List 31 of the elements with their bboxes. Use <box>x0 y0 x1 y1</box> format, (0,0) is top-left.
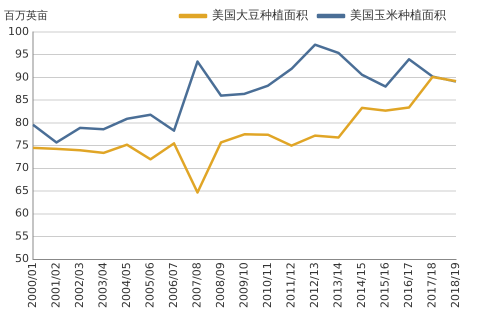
x-tick-label: 2009/10 <box>237 262 250 308</box>
x-tick-label: 2005/06 <box>143 262 156 308</box>
x-tick-label: 2014/15 <box>354 262 368 308</box>
x-tick-label: 2011/12 <box>284 262 298 308</box>
x-tick-label: 2008/09 <box>214 262 227 308</box>
x-tick-label: 2006/07 <box>166 262 180 308</box>
x-tick-label: 2010/11 <box>260 262 274 308</box>
legend-label: 美国玉米种植面积 <box>350 8 446 22</box>
y-tick-label: 60 <box>14 206 29 220</box>
x-tick-label: 2013/14 <box>331 262 344 308</box>
x-tick-label: 2001/02 <box>49 262 62 308</box>
x-tick-label: 2017/18 <box>425 262 438 308</box>
x-tick-label: 2015/16 <box>378 262 392 308</box>
y-tick-label: 65 <box>14 184 29 197</box>
x-tick-label: 2003/04 <box>96 262 110 308</box>
y-tick-label: 70 <box>14 161 29 174</box>
x-tick-label: 2018/19 <box>448 262 462 308</box>
y-tick-label: 95 <box>14 48 29 61</box>
x-tick-label: 2016/17 <box>402 262 415 308</box>
y-tick-label: 80 <box>14 116 29 129</box>
x-tick-label: 2007/08 <box>190 262 204 308</box>
y-tick-label: 85 <box>14 93 29 106</box>
x-tick-label: 2004/05 <box>120 262 133 308</box>
y-tick-label: 90 <box>14 70 29 84</box>
y-axis-title: 百万英亩 <box>4 8 48 23</box>
y-tick-label: 55 <box>14 229 29 242</box>
y-tick-label: 75 <box>14 138 29 152</box>
x-tick-label: 2002/03 <box>72 262 86 308</box>
x-tick-label: 2012/13 <box>308 262 321 308</box>
y-tick-label: 100 <box>8 24 29 38</box>
legend-label: 美国大豆种植面积 <box>212 8 308 22</box>
